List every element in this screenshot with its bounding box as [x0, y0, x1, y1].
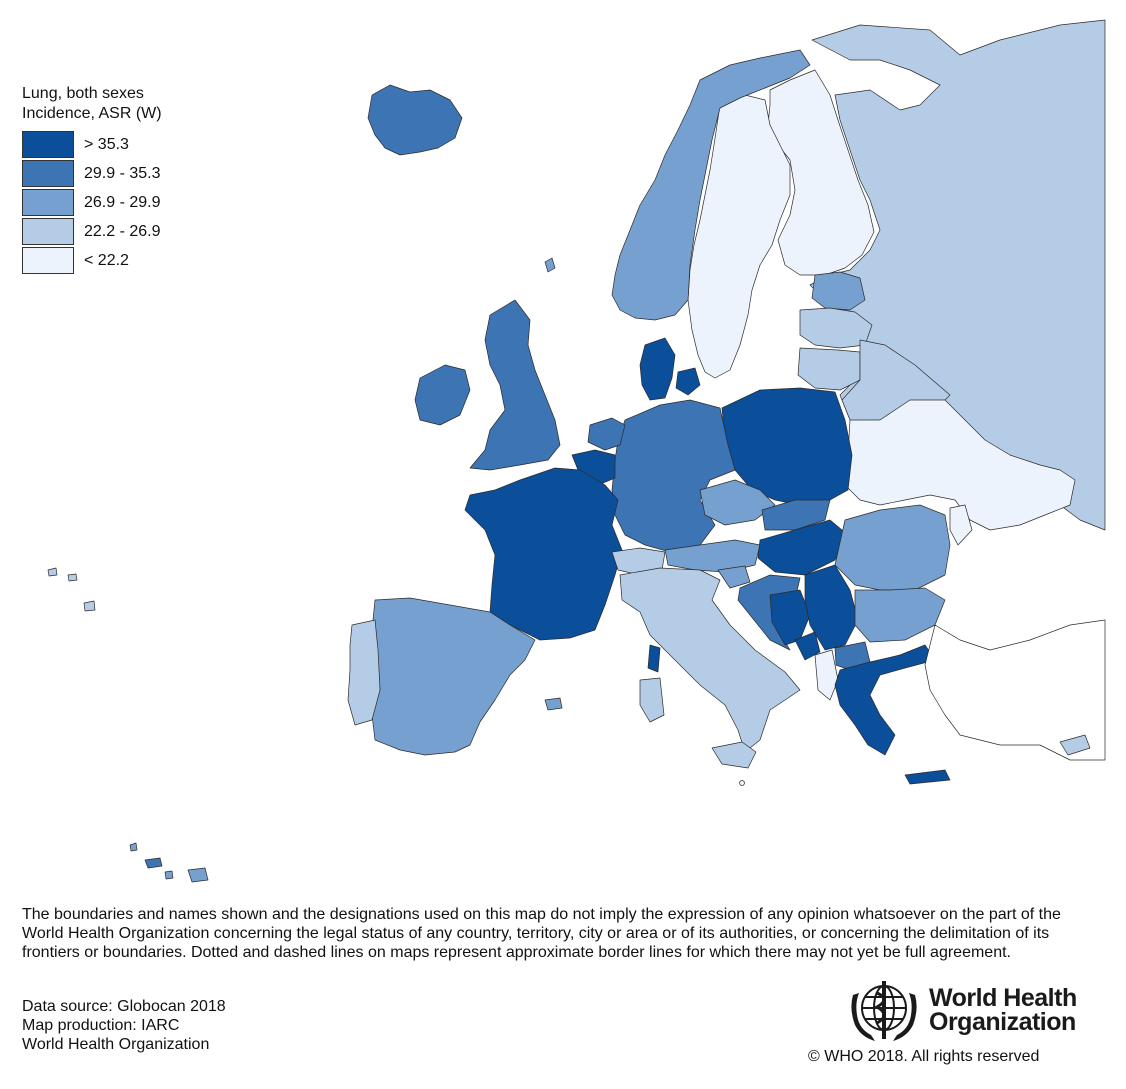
region-ukraine	[844, 399, 1076, 531]
region-faroe	[544, 257, 556, 273]
region-denmark-islands	[675, 367, 701, 396]
region-balearics	[544, 697, 563, 711]
legend-item: < 22.2	[22, 246, 162, 275]
region-denmark	[639, 337, 676, 401]
who-word-line2: Organization	[929, 1008, 1076, 1036]
map-disclaimer: The boundaries and names shown and the d…	[22, 906, 1061, 961]
copyright-text: © WHO 2018. All rights reserved	[808, 1048, 1040, 1065]
legend-swatch	[22, 218, 74, 245]
region-montenegro	[794, 631, 821, 661]
region-sweden	[687, 94, 791, 379]
map-legend: Lung, both sexes Incidence, ASR (W) > 35…	[22, 84, 162, 275]
legend-swatch	[22, 131, 74, 158]
region-sardinia	[639, 677, 665, 723]
region-uk	[469, 299, 561, 471]
region-portugal	[347, 619, 381, 726]
legend-swatch	[22, 189, 74, 216]
legend-label: < 22.2	[84, 251, 129, 269]
region-norway	[611, 49, 811, 321]
who-wordmark: World Health Organization	[929, 984, 1077, 1036]
region-france	[464, 467, 623, 641]
region-sicily	[711, 741, 757, 769]
region-hungary	[757, 519, 849, 576]
legend-rows: > 35.3 29.9 - 35.3 26.9 - 29.9 22.2 - 26…	[22, 130, 162, 275]
region-malta	[739, 780, 745, 786]
region-italy	[619, 567, 801, 753]
source-line: World Health Organization	[22, 1036, 210, 1053]
legend-title-line1: Lung, both sexes	[22, 85, 144, 102]
region-canary-1	[144, 857, 163, 869]
source-line: Map production: IARC	[22, 1017, 180, 1034]
region-austria	[664, 539, 761, 573]
region-crete	[904, 769, 951, 785]
region-azores-3	[67, 573, 78, 582]
region-canary-4	[164, 870, 174, 880]
who-logo: World Health Organization	[845, 975, 1080, 1045]
legend-title-line2: Incidence, ASR (W)	[22, 105, 162, 122]
who-emblem-icon	[851, 981, 917, 1041]
region-slovenia	[717, 565, 751, 589]
region-albania	[814, 649, 839, 701]
region-netherlands	[587, 417, 626, 451]
legend-item: 26.9 - 29.9	[22, 188, 162, 217]
legend-swatch	[22, 160, 74, 187]
region-canary-3	[129, 842, 138, 852]
region-greece	[834, 644, 936, 756]
legend-label: 29.9 - 35.3	[84, 164, 161, 182]
region-moldova	[949, 504, 973, 546]
region-canary-2	[187, 867, 209, 883]
region-azores-1	[47, 567, 58, 577]
legend-item: 22.2 - 26.9	[22, 217, 162, 246]
region-cyprus	[1059, 734, 1091, 756]
source-line: Data source: Globocan 2018	[22, 998, 226, 1015]
region-serbia	[804, 564, 859, 651]
region-poland	[721, 387, 853, 506]
data-source-block: Data source: Globocan 2018 Map productio…	[22, 997, 226, 1054]
region-ireland	[414, 364, 471, 426]
legend-label: > 35.3	[84, 135, 129, 153]
region-lithuania	[797, 347, 861, 391]
region-turkey	[924, 619, 1106, 761]
region-bulgaria	[854, 587, 946, 643]
region-estonia	[811, 271, 866, 311]
who-word-line1: World Health	[929, 984, 1077, 1012]
region-azores-2	[83, 600, 96, 612]
legend-label: 26.9 - 29.9	[84, 193, 161, 211]
legend-item: > 35.3	[22, 130, 162, 159]
region-corsica	[647, 644, 661, 673]
legend-swatch	[22, 247, 74, 274]
legend-label: 22.2 - 26.9	[84, 222, 161, 240]
region-germany	[611, 399, 736, 553]
region-slovakia	[761, 499, 831, 531]
legend-item: 29.9 - 35.3	[22, 159, 162, 188]
region-romania	[834, 504, 951, 591]
region-iceland	[367, 84, 463, 156]
